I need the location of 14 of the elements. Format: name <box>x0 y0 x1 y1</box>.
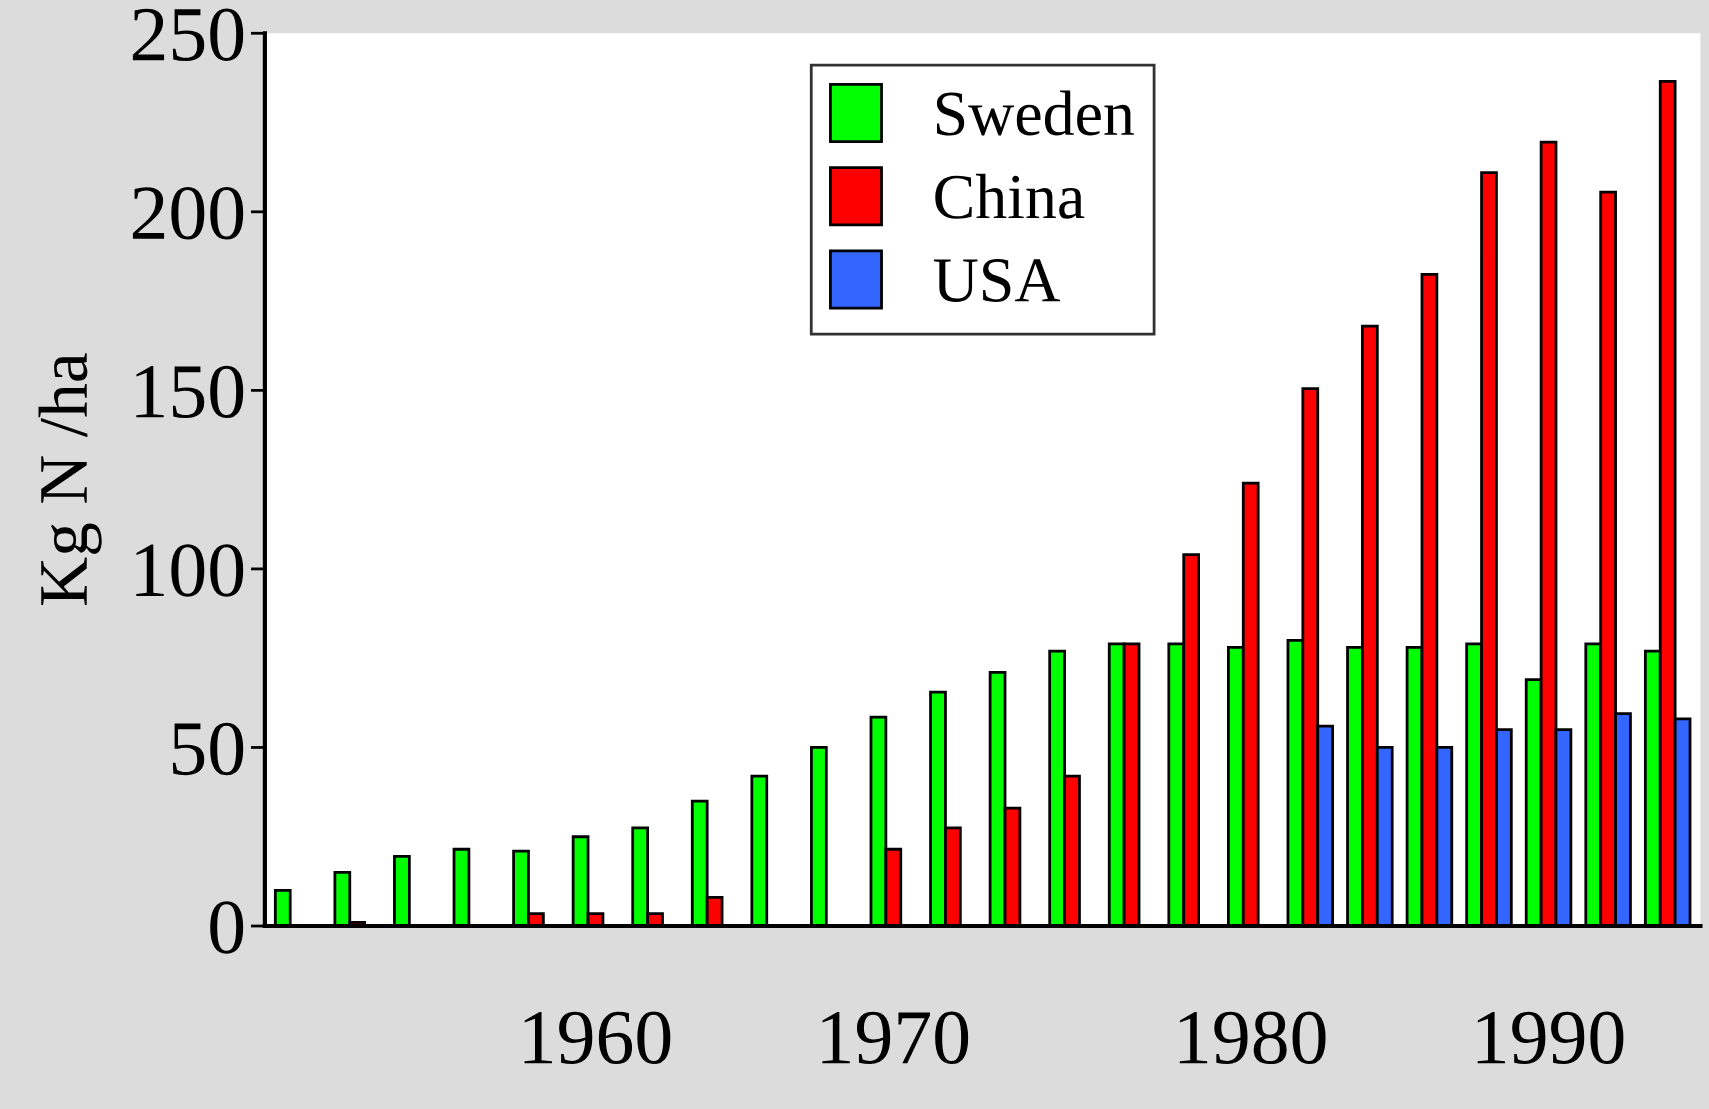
legend-label: USA <box>933 259 1060 302</box>
x-tick-label: 1980 <box>1179 1011 1326 1065</box>
legend-label: China <box>935 173 1085 219</box>
x-tick-label: 1990 <box>1477 1011 1624 1065</box>
y-tick-label: 100 <box>136 544 244 597</box>
y-tick-label: 0 <box>210 901 244 954</box>
x-tick-label: 1960 <box>524 1011 671 1065</box>
y-tick-label: 50 <box>172 722 244 776</box>
legend-label: Sweden <box>936 90 1134 136</box>
y-axis-title: Kg N /ha <box>38 353 102 605</box>
y-tick-label: 250 <box>132 8 244 62</box>
y-tick-label: 200 <box>132 187 244 240</box>
y-tick-label: 150 <box>136 365 244 419</box>
x-tick-label: 1970 <box>822 1011 969 1065</box>
